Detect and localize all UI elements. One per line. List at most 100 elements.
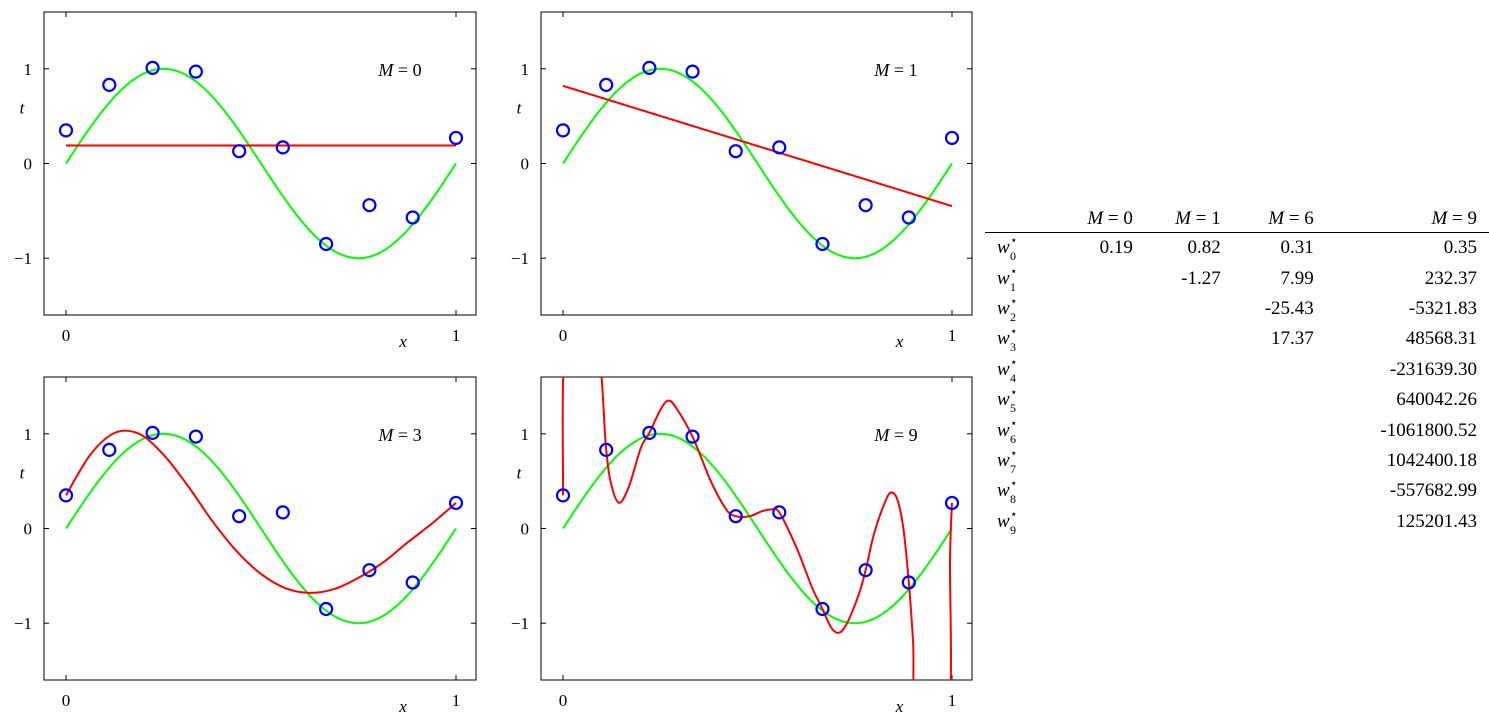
plot-area: [58, 60, 464, 260]
table-cell: 0.82: [1187, 237, 1221, 259]
x-axis-label: x: [895, 697, 904, 716]
x-tick-label: 1: [948, 326, 957, 345]
data-point: [555, 488, 571, 503]
plot-panel-0: 1 0 −1 0 1 x t M = 0: [14, 11, 477, 351]
data-point: [901, 575, 916, 590]
table-row: w ⋆ 8 -557682.99: [985, 476, 1489, 506]
table-cell: 0.31: [1280, 237, 1314, 259]
table-cell: -1061800.52: [1380, 419, 1477, 441]
plot-area: [555, 377, 960, 680]
weight-symbol-letter: w: [997, 419, 1010, 441]
table-cell: [1059, 507, 1147, 537]
table-cell: -5321.83: [1408, 297, 1477, 319]
table-cell: -1.27: [1181, 267, 1221, 289]
table-header-m0: M = 0: [1059, 198, 1147, 233]
x-tick-label: 1: [452, 691, 461, 710]
table-row: w ⋆ 4 -231639.30: [985, 355, 1489, 385]
table-cell: [1235, 446, 1328, 476]
data-point: [685, 429, 700, 444]
weight-symbol: w ⋆ 3: [985, 324, 1059, 354]
weight-symbol-star: ⋆: [1010, 263, 1018, 278]
y-tick-label: 0: [24, 520, 33, 539]
table-cell: 48568.31: [1405, 328, 1477, 350]
weight-symbol: w ⋆ 9: [985, 507, 1059, 537]
data-point: [599, 77, 614, 93]
weight-symbol-index: 3: [1010, 340, 1016, 355]
table-cell: [1059, 294, 1147, 324]
table-header-row: M = 0 M = 1 M = 6 M = 9: [985, 198, 1489, 233]
data-point: [685, 64, 700, 79]
y-tick-label: 0: [521, 155, 530, 174]
weight-symbol-letter: w: [997, 449, 1010, 471]
y-tick-label: 1: [24, 60, 33, 79]
model-order-value: = 0: [393, 60, 421, 80]
data-point: [362, 198, 377, 213]
table-header-m9: M = 9: [1327, 198, 1489, 233]
weight-symbol-letter: w: [997, 510, 1010, 532]
plot-area: [555, 60, 960, 260]
table-cell: 125201.43: [1396, 510, 1477, 532]
weight-symbol-index: 0: [1010, 249, 1016, 264]
model-order-var: M: [873, 60, 890, 80]
table-cell: [1059, 385, 1147, 415]
weight-symbol-index: 7: [1010, 461, 1016, 476]
table-row: w ⋆ 0 0.19 0.82 0.31 0.35: [985, 233, 1489, 264]
table-cell: [1059, 355, 1147, 385]
table-cell: [1147, 355, 1235, 385]
table-row: w ⋆ 9 125201.43: [985, 507, 1489, 537]
table-cell: [1235, 385, 1328, 415]
data-point: [728, 144, 743, 159]
weight-symbol: w ⋆ 6: [985, 415, 1059, 446]
data-point: [944, 495, 960, 511]
weight-symbol-star: ⋆: [1010, 385, 1018, 400]
x-tick-label: 0: [559, 691, 568, 710]
weight-symbol-index: 4: [1010, 370, 1016, 385]
table-cell: [1147, 324, 1235, 354]
weight-symbol-index: 5: [1010, 401, 1016, 416]
data-point: [145, 425, 160, 440]
data-point: [944, 130, 960, 146]
model-order-value: = 1: [889, 60, 917, 80]
data-point: [102, 442, 117, 458]
fitted-curve-line: [561, 377, 953, 680]
table-cell: 0.35: [1443, 237, 1477, 259]
data-point: [58, 123, 74, 138]
data-point: [555, 123, 571, 138]
table-row: w ⋆ 2 -25.43 -5321.83: [985, 294, 1489, 324]
weight-symbol: w ⋆ 4: [985, 355, 1059, 385]
table-cell: [1059, 324, 1147, 354]
true-curve-line: [65, 432, 457, 625]
data-point: [188, 64, 203, 79]
weight-symbol-star: ⋆: [1010, 415, 1018, 430]
x-tick-label: 0: [62, 326, 71, 345]
weight-symbol-star: ⋆: [1010, 324, 1018, 339]
weight-symbol-star: ⋆: [1010, 445, 1018, 460]
table-cell: 1042400.18: [1386, 449, 1477, 471]
table-row: w ⋆ 3 17.37 48568.31: [985, 324, 1489, 354]
weight-symbol: w ⋆ 7: [985, 446, 1059, 476]
fitted-curve-line: [562, 84, 953, 208]
true-curve-line: [562, 432, 953, 625]
data-point: [642, 425, 657, 440]
table-cell: 17.37: [1271, 328, 1314, 350]
y-axis-label: t: [517, 99, 523, 118]
table-row: w ⋆ 6 -1061800.52: [985, 415, 1489, 446]
y-tick-label: 0: [521, 520, 530, 539]
table-cell: -557682.99: [1389, 480, 1477, 502]
data-point: [772, 140, 787, 155]
weight-symbol-index: 2: [1010, 309, 1016, 324]
y-tick-label: −1: [14, 614, 32, 633]
weight-symbol-letter: w: [997, 267, 1010, 289]
weight-symbol-star: ⋆: [1010, 233, 1018, 248]
model-order-var: M: [377, 425, 394, 445]
data-point: [102, 77, 117, 93]
data-point: [728, 509, 743, 524]
table-cell: [1059, 446, 1147, 476]
table-header-m1: M = 1: [1146, 198, 1235, 233]
table-cell: -231639.30: [1389, 358, 1477, 380]
x-axis-label: x: [895, 332, 904, 351]
x-axis-label: x: [398, 332, 407, 351]
table-cell: [1235, 415, 1328, 445]
y-tick-label: −1: [14, 249, 32, 268]
weight-symbol: w ⋆ 2: [985, 294, 1059, 324]
